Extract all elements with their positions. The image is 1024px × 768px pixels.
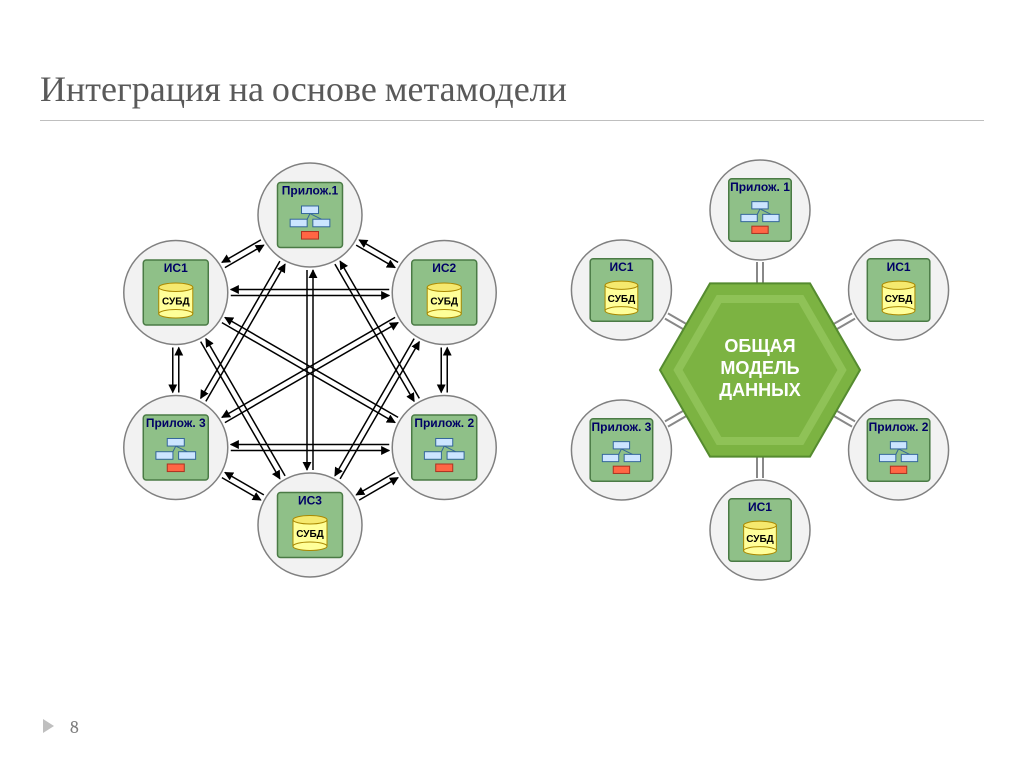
svg-text:СУБД: СУБД	[430, 297, 458, 308]
page-number: 8	[70, 717, 79, 738]
diagram-node: ИС1 СУБД	[710, 480, 810, 580]
svg-text:СУБД: СУБД	[608, 294, 636, 305]
diagram-node: ИС3 СУБД	[258, 473, 362, 577]
svg-text:ИС2: ИС2	[432, 261, 456, 275]
svg-text:ИС1: ИС1	[164, 261, 188, 275]
mesh-diagram: Прилож.1 ИС2 СУБД Прилож. 2 ИС3 СУБД Прилож. 3…	[100, 150, 520, 590]
hub-hexagon: ОБЩАЯМОДЕЛЬДАННЫХ	[660, 283, 860, 456]
svg-text:Прилож. 1: Прилож. 1	[730, 180, 790, 194]
diagram-node: ИС1 СУБД	[849, 240, 949, 340]
svg-text:ОБЩАЯ: ОБЩАЯ	[724, 336, 795, 356]
diagram-node: ИС1 СУБД	[571, 240, 671, 340]
diagram-node: ИС1 СУБД	[124, 241, 228, 345]
title-underline	[40, 120, 984, 121]
hub-diagram: ОБЩАЯМОДЕЛЬДАННЫХ Прилож. 1 ИС1 СУБД Прилож.…	[540, 150, 980, 590]
svg-text:ИС1: ИС1	[609, 260, 633, 274]
svg-text:ИС3: ИС3	[298, 494, 322, 508]
bullet-icon	[40, 716, 60, 740]
svg-text:Прилож.1: Прилож.1	[282, 184, 339, 198]
slide: Интеграция на основе метамодели Прилож.1…	[0, 0, 1024, 768]
diagram-node: ИС2 СУБД	[392, 241, 496, 345]
diagram-node: Прилож. 2	[392, 396, 496, 500]
mesh-nodes: Прилож.1 ИС2 СУБД Прилож. 2 ИС3 СУБД Прилож. 3…	[124, 163, 496, 577]
svg-text:СУБД: СУБД	[162, 297, 190, 308]
svg-text:СУБД: СУБД	[746, 534, 774, 545]
svg-text:ИС1: ИС1	[887, 260, 911, 274]
svg-text:СУБД: СУБД	[885, 294, 913, 305]
svg-text:Прилож. 2: Прилож. 2	[414, 416, 474, 430]
diagram-node: Прилож. 3	[124, 396, 228, 500]
svg-text:Прилож. 2: Прилож. 2	[869, 420, 929, 434]
diagram-node: Прилож. 2	[849, 400, 949, 500]
slide-title: Интеграция на основе метамодели	[40, 68, 567, 110]
svg-text:ДАННЫХ: ДАННЫХ	[719, 380, 800, 400]
svg-text:Прилож. 3: Прилож. 3	[146, 416, 206, 430]
diagram-node: Прилож.1	[258, 163, 362, 267]
diagram-node: Прилож. 3	[571, 400, 671, 500]
svg-text:МОДЕЛЬ: МОДЕЛЬ	[720, 358, 799, 378]
diagram-node: Прилож. 1	[710, 160, 810, 260]
svg-text:ИС1: ИС1	[748, 500, 772, 514]
svg-text:Прилож. 3: Прилож. 3	[592, 420, 652, 434]
svg-text:СУБД: СУБД	[296, 529, 324, 540]
